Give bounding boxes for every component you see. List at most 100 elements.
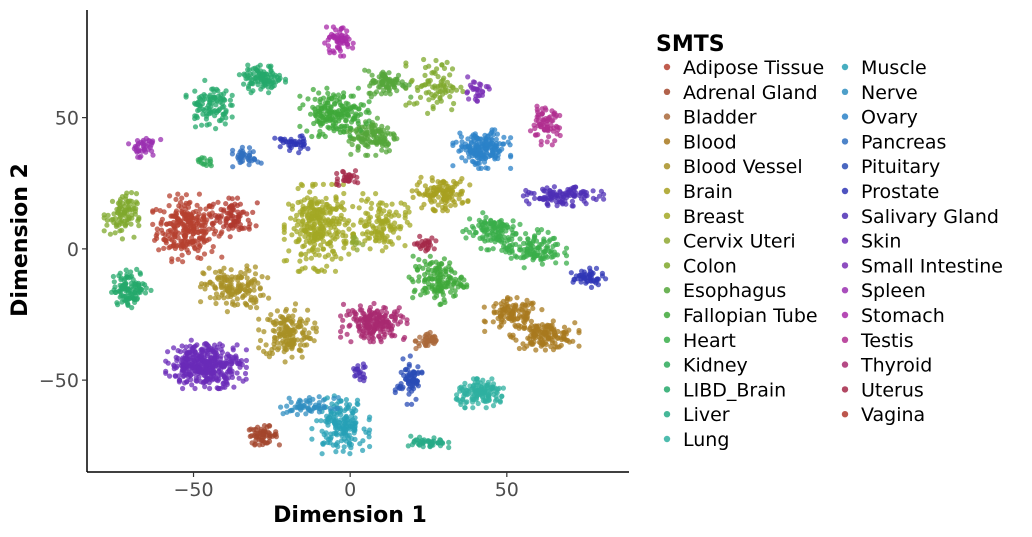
- scatter-point: [453, 396, 459, 402]
- scatter-point: [360, 310, 366, 316]
- scatter-point: [578, 279, 584, 285]
- scatter-point: [132, 284, 138, 290]
- scatter-point: [576, 330, 582, 336]
- scatter-point: [296, 150, 302, 156]
- scatter-point: [140, 137, 146, 143]
- scatter-point: [203, 206, 209, 212]
- scatter-point: [376, 206, 383, 212]
- scatter-point: [264, 424, 270, 430]
- scatter-point: [475, 90, 481, 96]
- scatter-point: [492, 127, 498, 133]
- scatter-point: [406, 82, 412, 88]
- scatter-point: [360, 438, 366, 444]
- scatter-point: [480, 234, 486, 240]
- scatter-point: [123, 267, 129, 273]
- scatter-point: [334, 432, 340, 438]
- scatter-point: [187, 215, 193, 221]
- scatter-point: [493, 136, 499, 142]
- scatter-point: [410, 295, 416, 301]
- scatter-point: [453, 180, 459, 186]
- scatter-point: [341, 408, 348, 414]
- scatter-point: [350, 234, 357, 241]
- scatter-point: [217, 341, 223, 347]
- scatter-point: [480, 89, 486, 95]
- scatter-point: [578, 189, 584, 196]
- scatter-point: [336, 108, 342, 114]
- scatter-point: [263, 440, 269, 446]
- scatter-point: [497, 324, 503, 330]
- scatter-point: [309, 408, 315, 414]
- scatter-point: [231, 384, 237, 390]
- series-adrenal-gland: [246, 423, 282, 448]
- y-tick-label: −50: [39, 370, 79, 392]
- scatter-point: [185, 204, 192, 210]
- scatter-point: [201, 96, 208, 102]
- scatter-point: [411, 439, 417, 445]
- scatter-point: [494, 141, 500, 147]
- scatter-point: [379, 142, 386, 149]
- scatter-point: [297, 342, 303, 348]
- scatter-point: [340, 169, 346, 175]
- scatter-point: [433, 91, 439, 97]
- scatter-point: [402, 201, 408, 207]
- scatter-point: [516, 345, 523, 352]
- scatter-point: [431, 208, 437, 214]
- scatter-point: [483, 214, 489, 220]
- scatter-point: [435, 74, 441, 80]
- scatter-point: [297, 397, 303, 403]
- scatter-point: [598, 188, 605, 194]
- scatter-point: [268, 312, 274, 318]
- scatter-point: [569, 198, 576, 204]
- scatter-point: [477, 391, 483, 397]
- scatter-point: [437, 301, 443, 308]
- legend-swatch: [841, 113, 849, 120]
- scatter-point: [171, 345, 177, 351]
- scatter-point: [486, 392, 492, 398]
- legend-label: Bladder: [683, 107, 757, 129]
- scatter-point: [410, 194, 416, 200]
- scatter-point: [209, 281, 215, 287]
- scatter-point: [525, 310, 531, 316]
- scatter-point: [367, 339, 373, 345]
- legend-swatch: [841, 262, 849, 269]
- scatter-point: [362, 67, 368, 73]
- scatter-point: [167, 193, 173, 199]
- scatter-point: [327, 210, 333, 216]
- scatter-point: [278, 404, 284, 410]
- scatter-point: [223, 218, 229, 224]
- scatter-point: [295, 185, 301, 192]
- scatter-point: [286, 201, 292, 207]
- scatter-point: [480, 210, 486, 216]
- scatter-point: [206, 203, 212, 209]
- scatter-point: [201, 238, 208, 244]
- scatter-point: [538, 343, 544, 349]
- scatter-point: [195, 247, 201, 254]
- scatter-point: [366, 68, 372, 74]
- scatter-point: [379, 308, 385, 315]
- series-spleen: [126, 135, 164, 161]
- scatter-point: [195, 229, 201, 236]
- legend-swatch: [841, 411, 849, 418]
- scatter-point: [125, 199, 131, 205]
- scatter-point: [370, 78, 376, 84]
- legend-swatch: [663, 187, 671, 195]
- scatter-point: [417, 334, 423, 340]
- scatter-point: [601, 196, 607, 202]
- scatter-point: [234, 370, 240, 376]
- scatter-point: [180, 385, 186, 392]
- scatter-point: [546, 325, 552, 331]
- scatter-point: [433, 238, 439, 244]
- scatter-point: [206, 121, 212, 127]
- scatter-point: [478, 245, 484, 252]
- scatter-point: [341, 245, 347, 251]
- scatter-point: [281, 321, 287, 327]
- scatter-point: [201, 251, 208, 257]
- scatter-point: [221, 380, 227, 386]
- scatter-point: [523, 198, 530, 204]
- scatter-point: [193, 208, 199, 214]
- scatter-point: [595, 282, 602, 288]
- scatter-point: [569, 190, 575, 196]
- scatter-point: [450, 163, 456, 169]
- scatter-point: [323, 195, 329, 201]
- scatter-point: [340, 448, 346, 454]
